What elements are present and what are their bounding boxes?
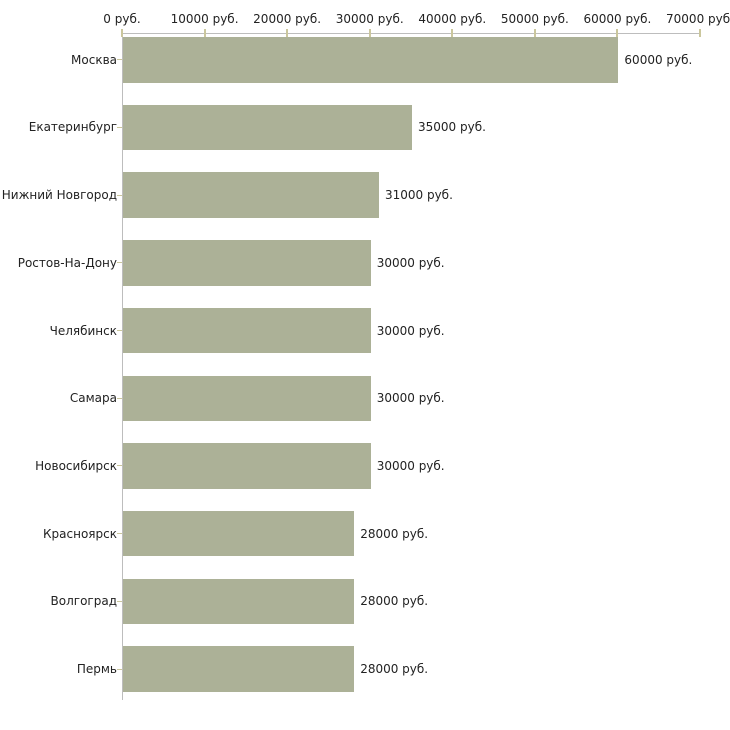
value-label: 30000 руб. (376, 255, 445, 270)
x-axis-tick (451, 29, 454, 37)
category-label: Пермь (76, 662, 117, 677)
x-axis-tick (533, 29, 536, 37)
bar-2 (123, 104, 412, 151)
x-axis-tick-label: 30000 руб. (335, 12, 404, 26)
y-axis-line (122, 33, 123, 700)
x-axis-tick-label: 20000 руб. (253, 12, 322, 26)
category-tick (117, 262, 122, 264)
x-axis-tick (286, 29, 289, 37)
x-axis-tick (203, 29, 206, 37)
category-tick (117, 533, 122, 535)
bar-8 (123, 510, 355, 557)
category-tick (117, 668, 122, 670)
x-axis-tick-label: 40000 руб. (418, 12, 487, 26)
x-axis-tick-label: 60000 руб. (583, 12, 652, 26)
category-tick (117, 194, 122, 196)
x-axis-tick (616, 29, 619, 37)
value-label: 30000 руб. (376, 323, 445, 338)
value-label: 31000 руб. (384, 188, 453, 203)
x-axis-tick (121, 29, 123, 37)
category-label: Ростов-На-Дону (17, 255, 117, 270)
category-tick (117, 600, 122, 602)
bar-7 (123, 443, 371, 489)
category-label: Екатеринбург (28, 120, 117, 135)
x-axis-tick (699, 29, 701, 37)
x-axis-tick-label: 10000 руб. (170, 12, 239, 26)
category-label: Красноярск (43, 526, 117, 541)
category-tick (117, 59, 122, 61)
x-axis-tick (368, 29, 371, 37)
category-tick (117, 126, 122, 128)
value-label: 28000 руб. (360, 594, 429, 609)
category-label: Челябинск (49, 323, 117, 338)
category-label: Самара (69, 391, 117, 406)
x-axis-tick-label: 70000 руб. (666, 12, 730, 26)
x-axis-line (122, 33, 700, 34)
category-tick (117, 465, 122, 467)
value-label: 35000 руб. (418, 120, 486, 135)
category-label: Москва (71, 52, 117, 67)
bar-9 (123, 578, 355, 625)
bar-1 (123, 37, 619, 83)
bar-5 (123, 307, 371, 354)
value-label: 28000 руб. (360, 526, 429, 541)
value-label: 30000 руб. (376, 458, 445, 473)
value-label: 30000 руб. (376, 391, 445, 406)
value-label: 60000 руб. (624, 52, 693, 67)
bar-10 (123, 646, 355, 692)
bar-4 (123, 240, 371, 286)
category-label: Нижний Новгород (1, 188, 117, 203)
category-label: Новосибирск (35, 458, 117, 473)
bar-6 (123, 375, 371, 421)
category-tick (117, 397, 122, 399)
category-tick (117, 330, 122, 332)
x-axis-tick-label: 0 руб. (103, 12, 141, 26)
value-label: 28000 руб. (360, 662, 429, 677)
category-label: Волгоград (50, 594, 117, 609)
x-axis-tick-label: 50000 руб. (500, 12, 569, 26)
bar-3 (123, 172, 379, 218)
